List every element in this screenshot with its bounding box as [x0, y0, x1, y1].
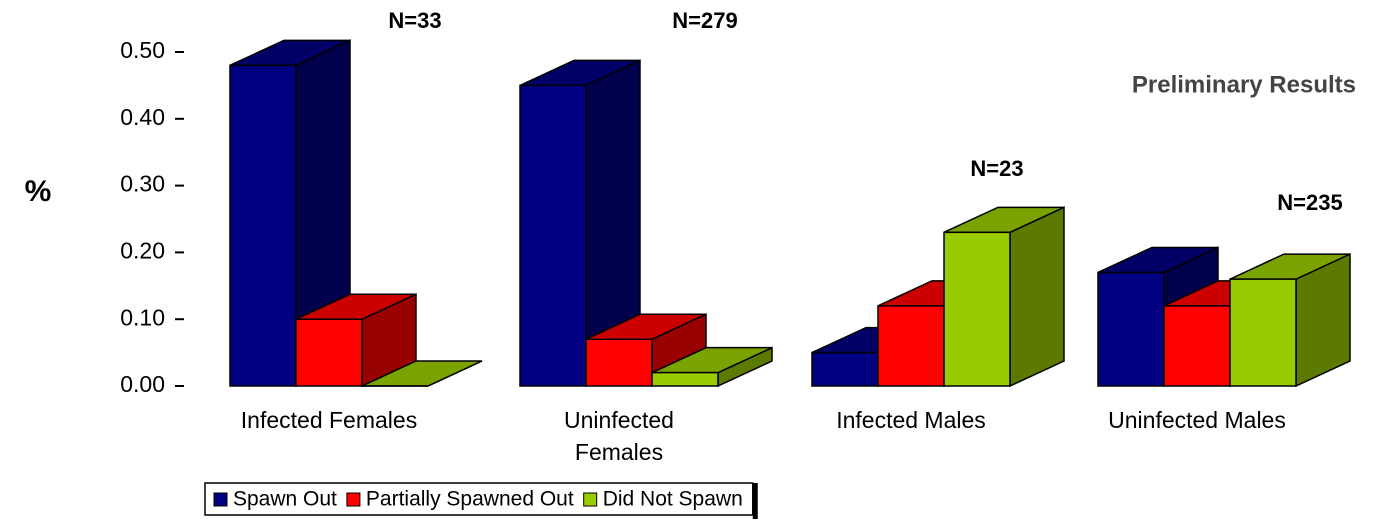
- y-tick-label: 0.40: [120, 104, 165, 130]
- y-tick-label: 0.50: [120, 37, 165, 63]
- bar-face: [1163, 305, 1231, 387]
- bar-face: [877, 305, 945, 387]
- bar-face: [1229, 278, 1297, 387]
- y-axis-label: %: [25, 175, 52, 208]
- bar-face: [585, 338, 653, 387]
- x-tick-label: Infected Males: [836, 407, 986, 433]
- bar-face: [1009, 206, 1065, 388]
- bar: [943, 206, 1065, 388]
- annotation: N=235: [1277, 190, 1342, 215]
- bar-face: [519, 84, 587, 387]
- legend-shadow: [752, 483, 758, 519]
- bar: [229, 39, 351, 388]
- legend-label: Did Not Spawn: [603, 488, 743, 511]
- bar-face: [1097, 271, 1165, 387]
- y-tick-label: 0.20: [120, 237, 165, 263]
- bar: [519, 59, 641, 388]
- annotation: N=33: [388, 8, 441, 33]
- y-tick-label: 0.10: [120, 304, 165, 330]
- bar-face: [811, 351, 879, 387]
- legend-swatch: [346, 492, 361, 507]
- legend-swatch: [583, 492, 598, 507]
- y-tick-label: 0.30: [120, 171, 165, 197]
- bar-face: [295, 318, 363, 387]
- annotation: N=23: [970, 156, 1023, 181]
- bar: [361, 360, 483, 387]
- legend-label: Partially Spawned Out: [366, 488, 574, 511]
- bar: [1229, 252, 1351, 388]
- legend-swatch: [213, 492, 228, 507]
- legend-box: [204, 482, 754, 516]
- x-tick-label: Uninfected Males: [1108, 407, 1286, 433]
- bar-face: [229, 64, 297, 387]
- bar: [295, 293, 417, 388]
- legend-label: Spawn Out: [233, 488, 337, 511]
- bar-face: [943, 231, 1011, 387]
- x-tick-label: Infected Females: [240, 407, 418, 433]
- subtitle: Preliminary Results: [1132, 71, 1356, 98]
- annotation: N=279: [672, 8, 737, 33]
- x-tick-label: Uninfected Females: [564, 407, 674, 465]
- bar-face: [651, 371, 719, 387]
- bar: [651, 346, 773, 388]
- y-tick-label: 0.00: [120, 371, 165, 397]
